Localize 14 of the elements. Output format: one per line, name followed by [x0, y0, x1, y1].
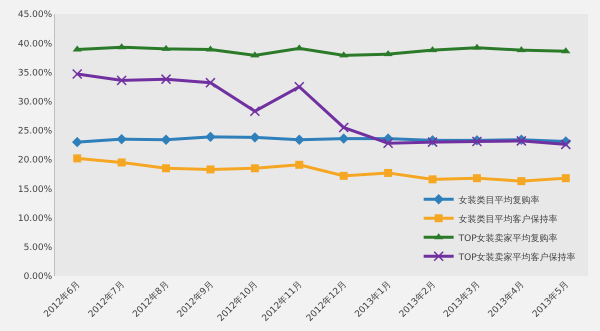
y-tick-label: 15.00%: [18, 184, 53, 195]
legend-label: TOP女装卖家平均客户保持率: [458, 252, 576, 263]
y-tick-label: 45.00%: [18, 10, 53, 20]
y-tick-label: 5.00%: [24, 243, 53, 254]
legend-label: 女装类目平均客户保持率: [458, 214, 558, 225]
y-tick-label: 30.00%: [18, 97, 53, 108]
y-tick-label: 35.00%: [18, 68, 53, 78]
y-tick-label: 0.00%: [24, 272, 53, 282]
legend-label: 女装类目平均复购率: [458, 194, 540, 206]
y-tick-label: 10.00%: [18, 214, 53, 224]
y-tick-label: 25.00%: [18, 126, 53, 137]
legend-label: TOP女装卖家平均复购率: [458, 232, 558, 244]
y-tick-label: 20.00%: [18, 156, 53, 166]
y-tick-label: 40.00%: [18, 39, 53, 50]
